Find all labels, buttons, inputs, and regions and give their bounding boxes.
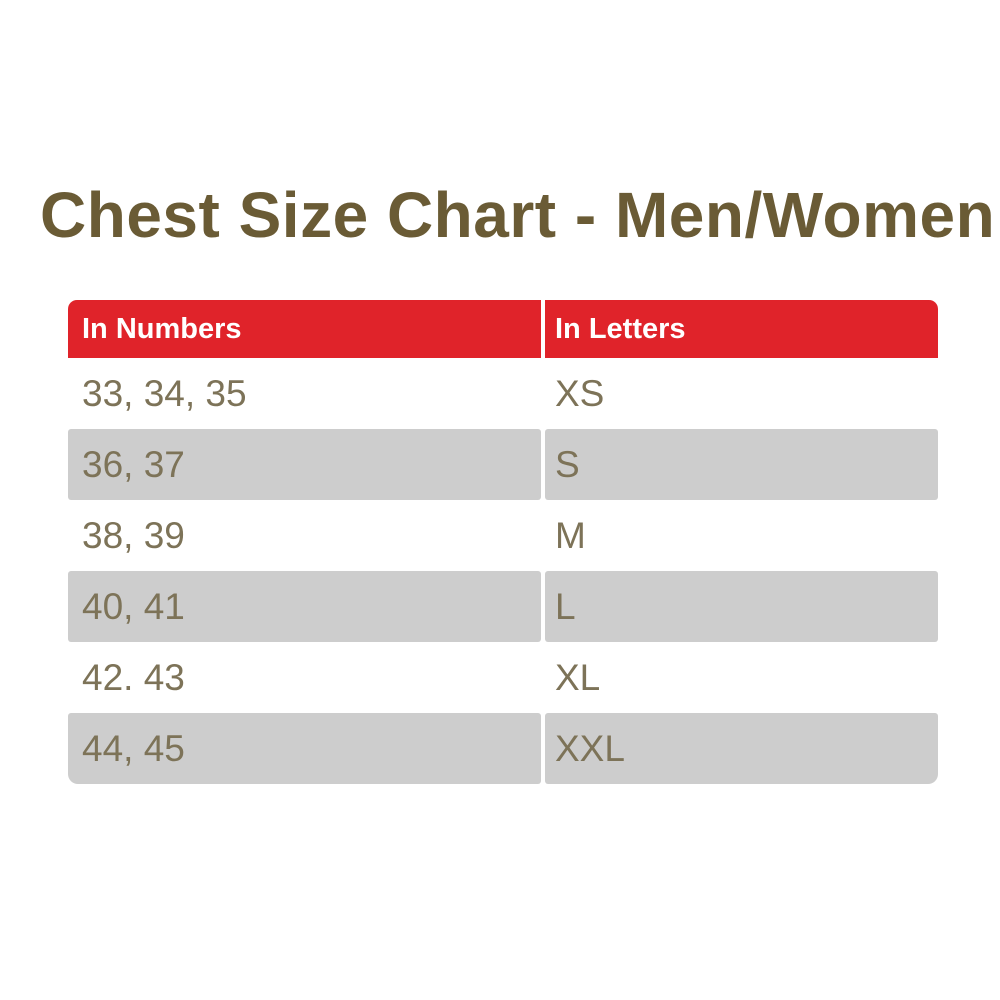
cell-numbers: 42. 43 <box>68 642 541 713</box>
table-row: 38, 39 M <box>68 500 938 571</box>
cell-letters: XL <box>545 642 938 713</box>
table-row: 33, 34, 35 XS <box>68 358 938 429</box>
table-row: 42. 43 XL <box>68 642 938 713</box>
cell-numbers: 38, 39 <box>68 500 541 571</box>
column-header-in-numbers: In Numbers <box>68 300 541 358</box>
table-header-row: In Numbers In Letters <box>68 300 938 358</box>
size-chart-table: In Numbers In Letters 33, 34, 35 XS 36, … <box>68 300 938 784</box>
cell-numbers: 36, 37 <box>68 429 541 500</box>
cell-numbers: 33, 34, 35 <box>68 358 541 429</box>
cell-numbers: 40, 41 <box>68 571 541 642</box>
cell-numbers: 44, 45 <box>68 713 541 784</box>
cell-letters: M <box>545 500 938 571</box>
table-row: 36, 37 S <box>68 429 938 500</box>
column-header-in-letters: In Letters <box>545 300 938 358</box>
page-title: Chest Size Chart - Men/Women <box>40 179 996 251</box>
cell-letters: XXL <box>545 713 938 784</box>
cell-letters: XS <box>545 358 938 429</box>
table-row: 40, 41 L <box>68 571 938 642</box>
cell-letters: S <box>545 429 938 500</box>
cell-letters: L <box>545 571 938 642</box>
table-row: 44, 45 XXL <box>68 713 938 784</box>
